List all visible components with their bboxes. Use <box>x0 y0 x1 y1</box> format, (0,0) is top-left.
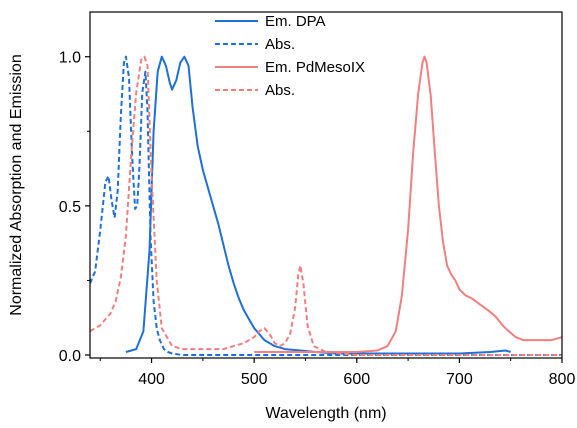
series-layer <box>90 55 562 356</box>
legend-label: Em. PdMesoIX <box>265 59 365 76</box>
series-line-1 <box>125 55 511 355</box>
legend-label: Abs. <box>265 82 295 99</box>
legend-label: Abs. <box>265 36 295 53</box>
x-tick-label: 700 <box>446 371 473 388</box>
legend: Em. DPA Abs. Em. PdMesoIX Abs. <box>215 13 365 99</box>
x-tick-label: 500 <box>241 371 268 388</box>
series-line-3 <box>254 55 562 353</box>
x-tick-label: 400 <box>138 371 165 388</box>
legend-label: Em. DPA <box>265 13 326 30</box>
series-line-2 <box>90 55 562 356</box>
plot-frame <box>89 11 563 359</box>
ticks-layer: 400 500 600 700 800 0.0 0.5 1.0 <box>59 50 576 388</box>
y-tick-label: 0.0 <box>59 348 81 365</box>
y-tick-label: 1.0 <box>59 50 81 67</box>
x-tick-label: 800 <box>549 371 576 388</box>
series-line-4 <box>90 55 562 356</box>
y-tick-label: 0.5 <box>59 199 81 216</box>
y-axis-title: Normalized Absorption and Emission <box>8 54 25 315</box>
x-axis-title: Wavelength (nm) <box>265 405 386 422</box>
x-tick-label: 600 <box>343 371 370 388</box>
